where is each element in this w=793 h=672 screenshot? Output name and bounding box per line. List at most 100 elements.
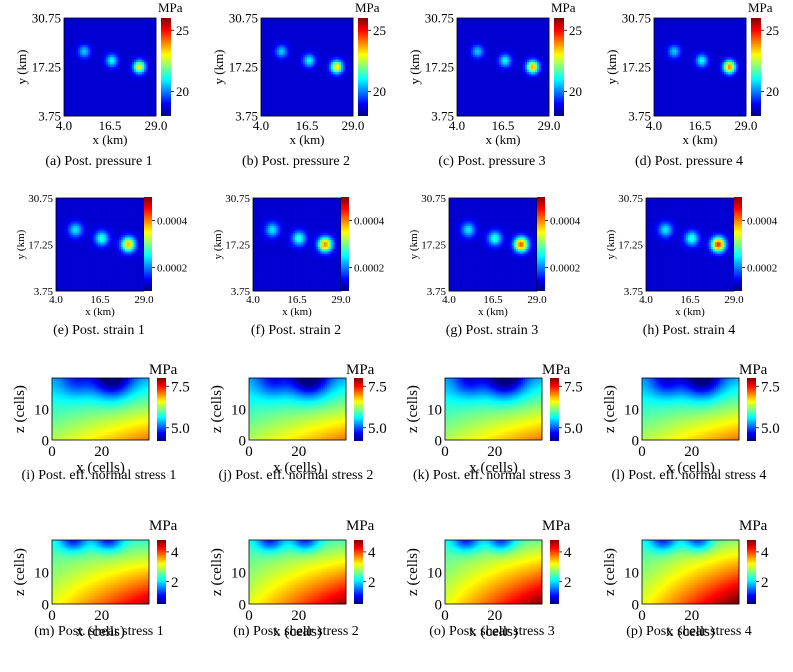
heatmap-cell <box>82 18 85 21</box>
heatmap-cell <box>261 69 264 73</box>
heatmap-cell <box>485 44 488 48</box>
heatmap-cell <box>78 22 81 26</box>
heatmap-cell <box>74 106 77 109</box>
heatmap-cell <box>130 91 133 95</box>
heatmap-cell <box>104 47 107 51</box>
heatmap-cell <box>531 42 534 46</box>
heatmap-cell <box>271 69 274 73</box>
heatmap-cell <box>120 37 123 41</box>
heatmap-cell <box>329 74 332 78</box>
heatmap-cell <box>271 37 274 41</box>
heatmap-cell <box>267 91 270 95</box>
heatmap-cell <box>527 84 530 87</box>
heatmap-cell <box>505 52 508 56</box>
heatmap-cell <box>331 98 334 102</box>
heatmap-cell <box>529 54 532 58</box>
heatmap-cell <box>68 42 71 46</box>
heatmap-cell <box>339 59 342 63</box>
heatmap-cell <box>96 93 99 97</box>
heatmap-cell <box>331 113 334 117</box>
heatmap-cell <box>138 32 141 36</box>
heatmap-cell <box>86 101 89 105</box>
heatmap-cell <box>148 84 151 87</box>
panel-caption: (b) Post. pressure 2 <box>197 154 395 170</box>
heatmap-cell <box>70 86 73 90</box>
heatmap-cell <box>301 62 304 65</box>
heatmap-cell <box>335 76 338 80</box>
heatmap-cell <box>349 54 352 58</box>
heatmap-cell <box>94 44 97 48</box>
heatmap-cell <box>295 98 298 102</box>
heatmap-cell <box>126 113 129 117</box>
heatmap-cell <box>323 103 326 107</box>
heatmap-cell <box>74 76 77 80</box>
heatmap-cell <box>335 91 338 95</box>
heatmap-cell <box>132 69 135 73</box>
heatmap-cell <box>525 57 528 60</box>
heatmap-cell <box>287 18 290 21</box>
heatmap-cell <box>108 62 111 65</box>
heatmap-cell <box>501 79 504 83</box>
heatmap-cell <box>92 96 95 100</box>
heatmap-cell <box>459 49 462 53</box>
heatmap-cell <box>483 62 486 65</box>
heatmap-cell <box>86 106 89 109</box>
heatmap-cell <box>349 57 352 60</box>
heatmap-cell <box>90 76 93 80</box>
heatmap-cell <box>329 64 332 68</box>
heatmap-cell <box>265 93 268 97</box>
heatmap-cell <box>152 20 155 24</box>
heatmap-cell <box>515 64 518 68</box>
heatmap-cell <box>309 79 312 83</box>
heatmap-cell <box>90 42 93 46</box>
heatmap-cell <box>341 111 344 114</box>
heatmap-cell <box>279 42 282 46</box>
heatmap-cell <box>124 57 127 60</box>
heatmap-cell <box>136 71 139 75</box>
heatmap-cell <box>261 103 264 107</box>
heatmap-cell <box>317 59 320 63</box>
heatmap-cell <box>485 57 488 60</box>
heatmap-cell <box>291 18 294 21</box>
heatmap-cell <box>100 54 103 58</box>
heatmap-cell <box>499 44 502 48</box>
heatmap-cell <box>461 27 464 31</box>
heatmap-cell <box>297 74 300 78</box>
heatmap-cell <box>283 20 286 24</box>
heatmap-cell <box>537 62 540 65</box>
heatmap-cell <box>347 40 350 43</box>
heatmap-cell <box>154 101 157 105</box>
heatmap-cell <box>461 42 464 46</box>
heatmap-cell <box>267 93 270 97</box>
heatmap-cell <box>309 32 312 36</box>
heatmap-cell <box>547 62 550 65</box>
heatmap-cell <box>349 98 352 102</box>
heatmap-cell <box>465 84 468 87</box>
heatmap-cell <box>261 86 264 90</box>
heatmap-cell <box>351 93 354 97</box>
heatmap-cell <box>523 52 526 56</box>
heatmap-cell <box>305 84 308 87</box>
heatmap-cell <box>106 18 109 21</box>
heatmap-cell <box>523 42 526 46</box>
heatmap-cell <box>343 79 346 83</box>
heatmap-cell <box>307 108 310 112</box>
heatmap-cell <box>84 93 87 97</box>
heatmap-cell <box>128 49 131 53</box>
heatmap-cell <box>269 20 272 24</box>
heatmap-cell <box>291 37 294 41</box>
heatmap-cell <box>88 59 91 63</box>
heatmap-cell <box>265 79 268 83</box>
heatmap-cell <box>545 52 548 56</box>
heatmap-cell <box>537 79 540 83</box>
heatmap-cell <box>313 84 316 87</box>
heatmap-cell <box>86 37 89 41</box>
heatmap-cell <box>511 22 514 26</box>
heatmap-cell <box>283 54 286 58</box>
heatmap-cell <box>142 111 145 114</box>
heatmap-cell <box>483 64 486 68</box>
heatmap-cell <box>66 108 69 112</box>
heatmap-cell <box>305 93 308 97</box>
heatmap-cell <box>335 96 338 100</box>
